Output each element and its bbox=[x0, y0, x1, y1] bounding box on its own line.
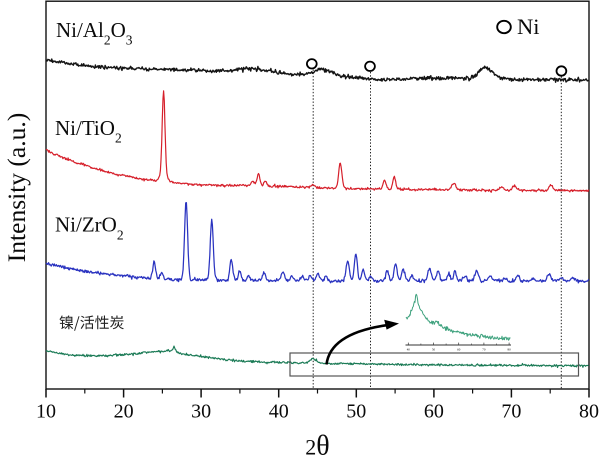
svg-text:20: 20 bbox=[114, 401, 134, 423]
svg-text:2θ: 2θ bbox=[305, 430, 329, 456]
svg-text:50: 50 bbox=[346, 401, 366, 423]
svg-text:60: 60 bbox=[457, 348, 461, 352]
svg-text:80: 80 bbox=[579, 401, 599, 423]
svg-text:40: 40 bbox=[407, 348, 411, 352]
svg-text:40: 40 bbox=[269, 401, 289, 423]
svg-text:30: 30 bbox=[191, 401, 211, 423]
svg-text:70: 70 bbox=[482, 348, 486, 352]
svg-text:60: 60 bbox=[424, 401, 444, 423]
svg-text:Ni: Ni bbox=[517, 14, 540, 39]
svg-text:70: 70 bbox=[501, 401, 521, 423]
svg-text:50: 50 bbox=[432, 348, 436, 352]
svg-text:80: 80 bbox=[508, 348, 512, 352]
svg-text:10: 10 bbox=[36, 401, 56, 423]
svg-text:Intensity (a.u.): Intensity (a.u.) bbox=[2, 113, 31, 262]
